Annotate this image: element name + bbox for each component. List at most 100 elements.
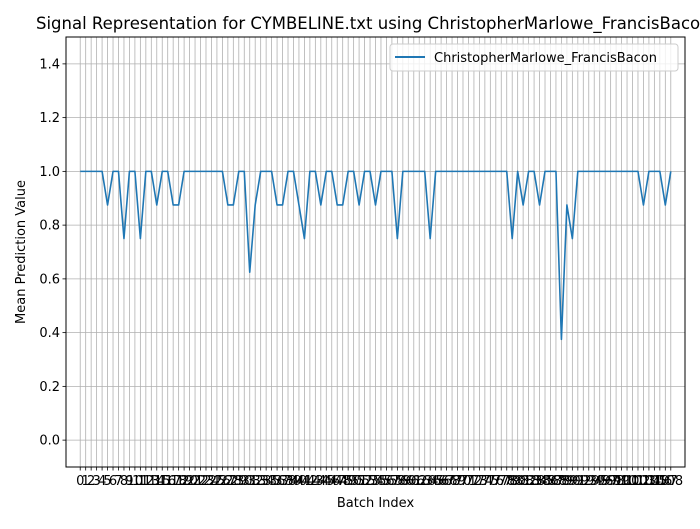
x-tick-label: 106	[647, 474, 672, 489]
x-tick-label: 28	[225, 474, 242, 489]
x-tick-label: 97	[602, 474, 619, 489]
y-tick-label: 1.4	[39, 57, 60, 72]
x-tick-label: 56	[378, 474, 395, 489]
x-tick-label: 34	[258, 474, 275, 489]
x-tick-label: 3	[92, 474, 100, 489]
x-tick-label: 87	[548, 474, 565, 489]
x-tick-label: 2	[87, 474, 95, 489]
x-tick-label: 86	[542, 474, 559, 489]
x-tick-label: 94	[586, 474, 603, 489]
x-axis-label: Batch Index	[337, 496, 415, 511]
x-tick-label: 10	[127, 474, 144, 489]
x-tick-label: 25	[209, 474, 226, 489]
x-tick-label: 88	[553, 474, 570, 489]
y-axis: 0.0 0.2 0.4 0.6 0.8 1.0 1.2 1.4	[39, 57, 66, 449]
y-tick-label: 0.6	[39, 272, 60, 287]
x-tick-label: 59	[395, 474, 412, 489]
x-tick-label: 32	[247, 474, 264, 489]
x-tick-label: 82	[520, 474, 537, 489]
x-tick-label: 77	[493, 474, 510, 489]
x-tick-label: 70	[455, 474, 472, 489]
x-tick-label: 42	[302, 474, 319, 489]
y-tick-label: 1.0	[39, 165, 60, 180]
y-axis-label: Mean Prediction Value	[14, 180, 29, 324]
chart-title: Signal Representation for CYMBELINE.txt …	[36, 14, 700, 34]
x-tick-label: 96	[597, 474, 614, 489]
x-tick-label: 69	[449, 474, 466, 489]
x-tick-label: 24	[203, 474, 220, 489]
x-tick-label: 22	[192, 474, 209, 489]
x-tick-label: 41	[296, 474, 313, 489]
x-tick-label: 27	[220, 474, 237, 489]
x-tick-label: 57	[384, 474, 401, 489]
x-tick-label: 15	[154, 474, 171, 489]
x-tick-label: 26	[214, 474, 231, 489]
x-tick-label: 44	[313, 474, 330, 489]
x-tick-label: 67	[438, 474, 455, 489]
x-tick-label: 7	[114, 474, 122, 489]
x-tick-label: 63	[416, 474, 433, 489]
x-tick-label: 85	[537, 474, 554, 489]
y-tick-label: 0.0	[39, 434, 60, 449]
x-tick-label: 21	[187, 474, 204, 489]
y-tick-label: 0.8	[39, 219, 60, 234]
legend-box	[389, 43, 679, 72]
x-tick-label: 43	[307, 474, 324, 489]
x-tick-label: 99	[613, 474, 630, 489]
x-tick-label: 100	[615, 474, 640, 489]
x-tick-label: 98	[608, 474, 625, 489]
x-tick-label: 12	[138, 474, 155, 489]
x-tick-label: 31	[241, 474, 258, 489]
x-tick-label: 14	[148, 474, 165, 489]
x-tick-label: 60	[400, 474, 417, 489]
x-tick-label: 101	[620, 474, 645, 489]
x-tick-label: 48	[334, 474, 351, 489]
x-tick-label: 38	[280, 474, 297, 489]
x-tick-label: 6	[109, 474, 117, 489]
x-tick-label: 18	[170, 474, 187, 489]
x-tick-label: 46	[323, 474, 340, 489]
x-tick-label: 40	[291, 474, 308, 489]
x-tick-label: 52	[356, 474, 373, 489]
series-line	[80, 170, 672, 341]
x-tick-label: 73	[471, 474, 488, 489]
x-tick-label: 58	[389, 474, 406, 489]
x-tick-label: 19	[176, 474, 193, 489]
x-tick-label: 54	[367, 474, 384, 489]
x-tick-label: 93	[580, 474, 597, 489]
x-tick-label: 83	[526, 474, 543, 489]
x-tick-label: 45	[318, 474, 335, 489]
x-tick-label: 1	[82, 474, 90, 489]
x-tick-label: 102	[626, 474, 651, 489]
x-tick-label: 47	[329, 474, 346, 489]
x-tick-label: 78	[498, 474, 515, 489]
x-tick-label: 37	[274, 474, 291, 489]
legend: ChristopherMarlowe_FrancisBacon	[389, 43, 679, 72]
x-tick-label: 29	[231, 474, 248, 489]
x-tick-label: 9	[125, 474, 133, 489]
legend-label: ChristopherMarlowe_FrancisBacon	[434, 51, 657, 66]
x-tick-label: 104	[636, 474, 661, 489]
x-tick-label: 30	[236, 474, 253, 489]
x-tick-label: 53	[362, 474, 379, 489]
x-tick-label: 0	[76, 474, 84, 489]
x-tick-label: 108	[658, 474, 683, 489]
y-tick-label: 0.2	[39, 380, 60, 395]
grid	[66, 37, 685, 467]
y-tick-label: 1.2	[39, 111, 60, 126]
x-tick-label: 71	[460, 474, 477, 489]
x-tick-label: 13	[143, 474, 160, 489]
x-tick-label: 61	[406, 474, 423, 489]
x-tick-label: 5	[103, 474, 111, 489]
x-tick-label: 4	[98, 474, 106, 489]
x-tick-label: 65	[427, 474, 444, 489]
x-tick-label: 39	[285, 474, 302, 489]
x-tick-label: 36	[269, 474, 286, 489]
x-tick-label: 17	[165, 474, 182, 489]
x-tick-label: 20	[181, 474, 198, 489]
x-tick-label: 75	[482, 474, 499, 489]
x-tick-label: 62	[411, 474, 428, 489]
x-tick-label: 90	[564, 474, 581, 489]
